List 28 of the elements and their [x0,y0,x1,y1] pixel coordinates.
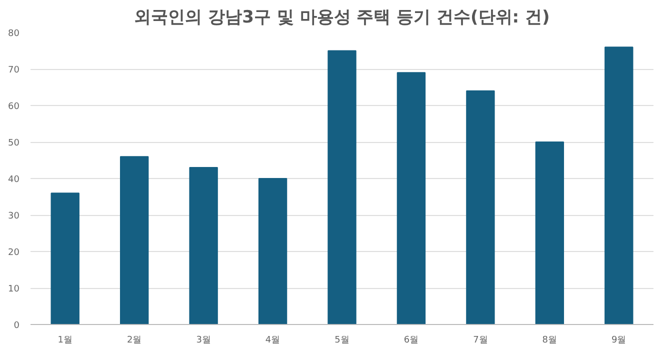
bar [189,167,218,324]
x-tick-label: 4월 [265,336,280,346]
bar [535,142,564,324]
y-tick-label: 70 [8,66,20,76]
x-tick-label: 7월 [473,336,488,346]
x-tick-label: 3월 [196,336,211,346]
x-tick-label: 2월 [126,336,142,346]
bar [604,46,634,324]
y-tick-label: 30 [8,212,20,222]
y-tick-label: 20 [8,248,20,258]
bar [396,72,426,324]
y-tick-label: 80 [8,29,20,39]
y-tick-label: 60 [8,102,20,112]
chart-title: 외국인의 강남3구 및 마용성 주택 등기 건수(단위: 건) [134,8,550,28]
x-tick-label: 5월 [334,336,350,346]
x-tick-label: 1월 [58,336,72,346]
y-tick-label: 10 [8,284,20,294]
x-tick-label: 6월 [404,336,419,346]
x-tick-label: 9월 [612,336,626,346]
bar [120,156,149,324]
bar [466,90,495,324]
bar [328,50,356,324]
bar [50,192,80,324]
y-tick-label: 50 [8,138,20,148]
bar [258,178,288,324]
y-tick-label: 40 [8,175,20,185]
x-tick-label: 8월 [542,336,558,346]
y-tick-label: 0 [14,321,20,331]
